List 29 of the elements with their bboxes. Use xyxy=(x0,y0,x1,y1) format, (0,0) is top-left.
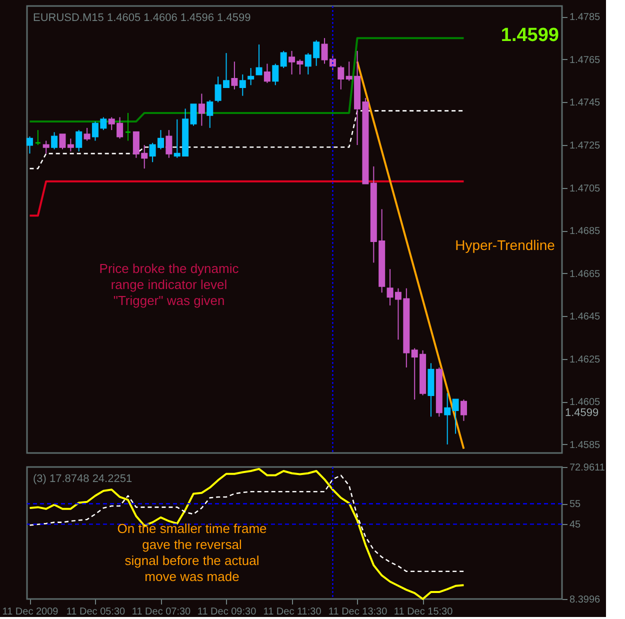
y-tick-label: 8.3996 xyxy=(570,594,601,606)
annotation: Hyper-Trendline xyxy=(455,237,556,253)
x-tick-label: 11 Dec 09:30 xyxy=(197,606,257,618)
y-tick-label: 55 xyxy=(570,499,582,510)
y-tick-label: 1.4705 xyxy=(570,183,601,194)
y-tick-label: 1.4665 xyxy=(570,268,601,280)
annotation: On the smaller time frame gave the reversal signal before the actual move was made xyxy=(117,521,267,584)
y-tick-label: 1.4625 xyxy=(570,354,601,366)
annotation: Price broke the dynamic range indicator level "Trigger" was given xyxy=(99,261,240,308)
y-tick-label: 45 xyxy=(570,520,582,531)
text: 1.4599 xyxy=(565,407,599,419)
annotation: 1.4599 xyxy=(500,25,559,46)
x-tick-label: 11 Dec 13:30 xyxy=(328,606,388,618)
text: (3) 17.8748 24.2251 xyxy=(33,473,132,485)
x-tick-label: 11 Dec 05:30 xyxy=(66,606,126,618)
y-tick-label: 1.4585 xyxy=(570,440,601,451)
x-tick-label: 11 Dec 2009 xyxy=(2,606,59,618)
x-tick-label: 11 Dec 11:30 xyxy=(263,606,322,618)
y-tick-label: 1.4685 xyxy=(570,226,601,238)
y-tick-label: 1.4725 xyxy=(570,140,601,152)
y-tick-label: 1.4765 xyxy=(570,54,601,66)
y-tick-label: 1.4785 xyxy=(570,12,601,24)
y-tick-label: 72.9611 xyxy=(570,462,606,474)
y-tick-label: 1.4745 xyxy=(570,98,601,109)
y-tick-label: 1.4645 xyxy=(570,312,601,323)
x-tick-label: 11 Dec 15:30 xyxy=(394,606,454,618)
x-tick-label: 11 Dec 07:30 xyxy=(132,606,192,618)
text: EURUSD.M15 1.4605 1.4606 1.4596 1.4599 xyxy=(33,12,251,24)
y-tick-label: 1.4605 xyxy=(570,397,601,408)
